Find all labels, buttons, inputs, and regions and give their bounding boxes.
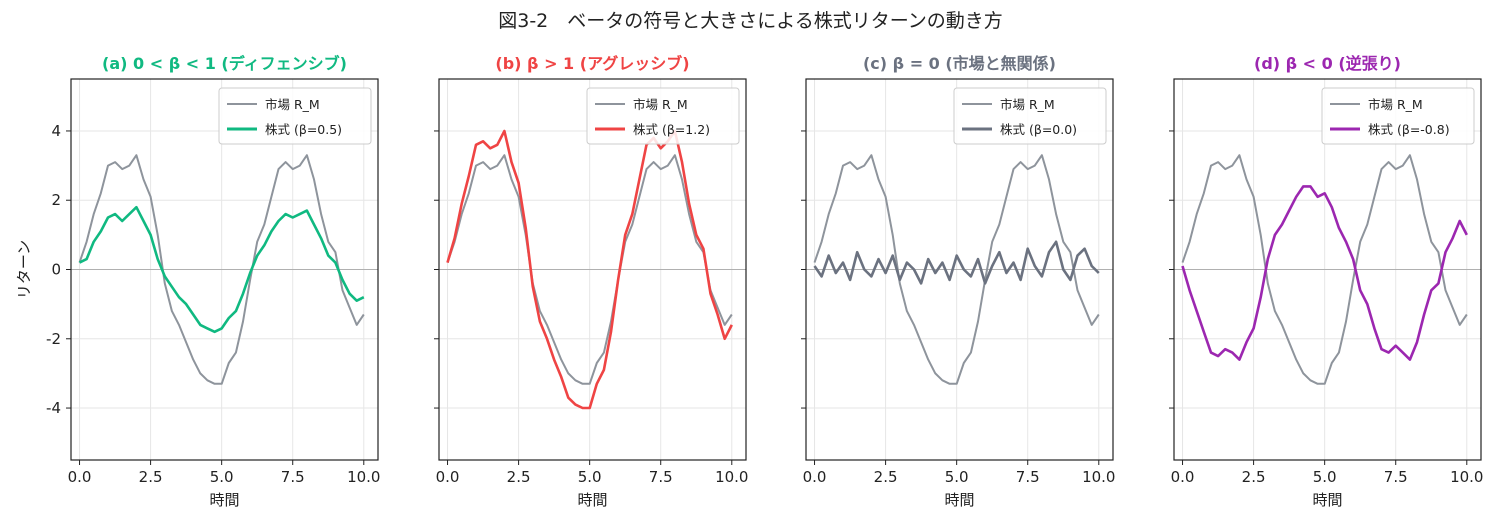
legend-label-2: 株式 (β=-0.8) xyxy=(1368,122,1450,137)
series-line-2 xyxy=(78,205,365,334)
legend-label-2: 株式 (β=0.5) xyxy=(265,122,342,137)
x-tick-label: 2.5 xyxy=(507,468,531,486)
legend: 市場 R_M 株式 (β=0.5) xyxy=(218,87,372,145)
series-line-1 xyxy=(813,154,1100,385)
x-tick-label: 0.0 xyxy=(436,468,460,486)
x-tick-label: 5.0 xyxy=(945,468,969,486)
x-tick-label: 7.5 xyxy=(1016,468,1040,486)
x-tick-label: 2.5 xyxy=(139,468,163,486)
x-tick-label: 2.5 xyxy=(1242,468,1266,486)
x-tick-label: 10.0 xyxy=(1450,468,1483,486)
x-tick-label: 7.5 xyxy=(649,468,673,486)
legend: 市場 R_M 株式 (β=0.0) xyxy=(953,87,1107,145)
x-tick-label: 10.0 xyxy=(1082,468,1115,486)
legend-label-1: 市場 R_M xyxy=(265,97,320,112)
legend-label-2: 株式 (β=0.0) xyxy=(1000,122,1077,137)
x-tick-label: 2.5 xyxy=(874,468,898,486)
panel-title: (c) β = 0 (市場と無関係) xyxy=(863,54,1056,73)
chart-panel-1: 0.0 2.5 5.0 7.5 10.0 -4 -2 0 2 4 (a) 0 < β < 1 (ディ… xyxy=(15,54,380,509)
legend-label-1: 市場 R_M xyxy=(1000,97,1055,112)
x-tick-label: 5.0 xyxy=(210,468,234,486)
x-tick-label: 7.5 xyxy=(1384,468,1408,486)
legend: 市場 R_M 株式 (β=1.2) xyxy=(586,87,740,145)
chart-panel-3: 0.0 2.5 5.0 7.5 10.0 (c) β = 0 (市場と無関係) 時間 市場 R… xyxy=(801,54,1115,509)
chart-panel-4: 0.0 2.5 5.0 7.5 10.0 (d) β < 0 (逆張り) 時間 市場 R_M 株… xyxy=(1169,54,1483,509)
x-axis-label: 時間 xyxy=(577,491,607,509)
series-line-1 xyxy=(1181,154,1468,385)
y-tick-label: 0 xyxy=(51,261,61,279)
x-tick-label: 10.0 xyxy=(347,468,380,486)
series-line-2 xyxy=(813,240,1100,285)
series-line-1 xyxy=(78,154,365,385)
chart-panel-2: 0.0 2.5 5.0 7.5 10.0 (b) β > 1 (アグレッシブ) 時間 市場 R… xyxy=(434,54,748,509)
panel-title: (d) β < 0 (逆張り) xyxy=(1254,54,1401,73)
x-axis-label: 時間 xyxy=(209,491,239,509)
legend-label-1: 市場 R_M xyxy=(1368,97,1423,112)
x-tick-label: 5.0 xyxy=(1313,468,1337,486)
legend: 市場 R_M 株式 (β=-0.8) xyxy=(1321,87,1475,145)
y-tick-label: 4 xyxy=(51,122,61,140)
x-tick-label: 0.0 xyxy=(1171,468,1195,486)
series-line-1 xyxy=(446,154,733,385)
x-tick-label: 10.0 xyxy=(715,468,748,486)
x-tick-label: 0.0 xyxy=(803,468,827,486)
x-tick-label: 7.5 xyxy=(281,468,305,486)
x-tick-label: 0.0 xyxy=(68,468,92,486)
y-axis-label: リターン xyxy=(15,240,33,299)
x-axis-label: 時間 xyxy=(944,491,974,509)
x-axis-label: 時間 xyxy=(1312,491,1342,509)
y-tick-label: 2 xyxy=(51,191,61,209)
x-tick-label: 5.0 xyxy=(578,468,602,486)
legend-label-1: 市場 R_M xyxy=(633,97,688,112)
series-line-2 xyxy=(1181,185,1468,361)
y-tick-label: -2 xyxy=(46,330,61,348)
panel-title: (b) β > 1 (アグレッシブ) xyxy=(495,54,689,73)
y-tick-label: -4 xyxy=(46,399,61,417)
figure-title: 図3-2 ベータの符号と大きさによる株式リターンの動き方 xyxy=(498,10,1003,32)
legend-label-2: 株式 (β=1.2) xyxy=(633,122,710,137)
series-line-2 xyxy=(446,129,733,410)
panel-title: (a) 0 < β < 1 (ディフェンシブ) xyxy=(102,54,347,73)
